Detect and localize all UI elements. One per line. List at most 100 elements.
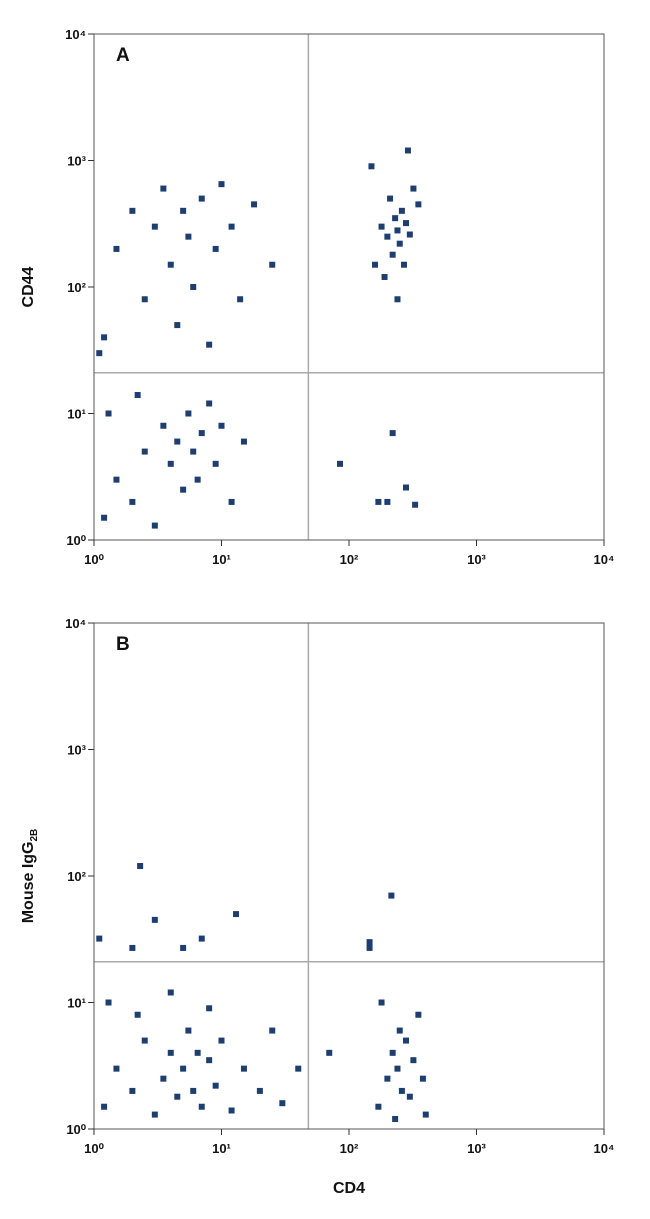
event-dot [233,911,240,918]
event-dot [113,245,120,252]
event-dot [101,334,108,341]
event-dot [194,1049,201,1056]
event-dot [101,514,108,521]
event-dot [406,231,413,238]
event-dot [96,935,103,942]
event-dot [381,273,388,280]
event-dot [185,410,192,417]
event-dot [396,240,403,247]
event-dot [198,935,205,942]
event-dot [160,185,167,192]
event-dot [394,227,401,234]
event-dot [403,220,410,227]
event-dot [389,430,396,437]
event-dot [326,1049,333,1056]
event-dot [167,460,174,467]
event-dot [400,261,407,268]
event-dot [218,422,225,429]
event-dot [396,1027,403,1034]
x-tick-label: 10¹ [212,552,231,567]
event-dot [134,1011,141,1018]
event-dot [151,223,158,230]
event-dot [180,207,187,214]
event-dot [160,422,167,429]
x-tick-label: 10⁴ [594,1141,615,1156]
event-dot [151,1111,158,1118]
event-dot [384,1075,391,1082]
event-dot [105,410,112,417]
event-dot [337,460,344,467]
event-dot [256,1087,263,1094]
event-dot [389,1049,396,1056]
event-dot [134,392,141,399]
event-dot [141,296,148,303]
event-dot [141,1037,148,1044]
y-axis-label: Mouse IgG2B [20,829,40,924]
event-dot [113,476,120,483]
x-tick-label: 10⁰ [84,1141,104,1156]
plot-area [93,622,605,1130]
event-dot [129,207,136,214]
event-dot [406,1093,413,1100]
x-tick-label: 10³ [467,552,486,567]
event-dot [198,195,205,202]
event-dot [101,1103,108,1110]
event-dot [237,296,244,303]
event-dot [422,1111,429,1118]
event-dot [375,498,382,505]
event-dot [375,1103,382,1110]
y-tick-label: 10⁴ [65,616,86,631]
y-tick-label: 10³ [67,154,86,169]
event-dot [167,261,174,268]
x-axis-label: CD4 [333,1180,365,1197]
event-dot [96,350,103,357]
event-dot [206,1057,213,1064]
event-dot [279,1100,286,1107]
event-dot [174,322,181,329]
event-dot [180,1065,187,1072]
event-dot [167,989,174,996]
event-dot [251,201,258,208]
event-dot [105,999,112,1006]
event-dot [218,181,225,188]
y-tick-label: 10¹ [67,407,86,422]
event-dot [151,522,158,529]
event-dot [384,233,391,240]
x-tick-label: 10⁴ [594,552,615,567]
event-dot [218,1037,225,1044]
event-dot [174,438,181,445]
event-dot [392,1115,399,1122]
event-dot [404,147,411,154]
y-tick-label: 10³ [67,743,86,758]
event-dot [403,484,410,491]
event-dot [228,1107,235,1114]
event-dot [412,501,419,508]
event-dot [410,185,417,192]
y-tick-label: 10¹ [67,996,86,1011]
event-dot [384,498,391,505]
event-dot [269,261,276,268]
x-tick-label: 10² [340,1141,359,1156]
event-dot [137,862,144,869]
x-tick-label: 10² [340,552,359,567]
event-dot [151,916,158,923]
event-dot [198,1103,205,1110]
event-dot [190,448,197,455]
x-tick-label: 10³ [467,1141,486,1156]
event-dot [269,1027,276,1034]
event-dot [174,1093,181,1100]
event-dot [212,1082,219,1089]
event-dot [398,1087,405,1094]
event-dot [368,163,375,170]
panel-label: A [116,45,130,66]
event-dot [206,1005,213,1012]
event-dot [180,486,187,493]
event-dot [190,1087,197,1094]
event-dot [160,1075,167,1082]
event-dot [206,400,213,407]
event-dot [212,245,219,252]
event-dot [141,448,148,455]
event-dot [410,1057,417,1064]
event-dot [228,498,235,505]
